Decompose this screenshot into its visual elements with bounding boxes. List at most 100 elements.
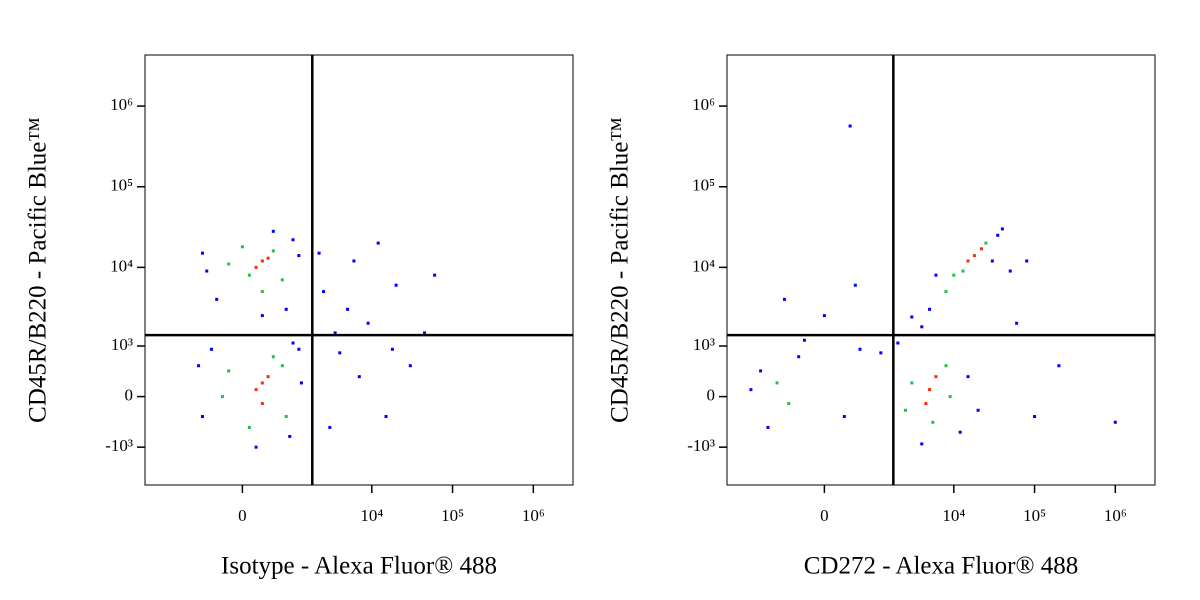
event-dot — [920, 325, 924, 329]
event-dot — [376, 241, 380, 245]
event-dot — [394, 283, 398, 287]
y-axis-title: CD45R/B220 - Pacific Blue™ — [607, 117, 634, 423]
event-dot — [284, 415, 288, 419]
event-dot — [271, 229, 275, 233]
plot: -10³ 0 10³ 10⁴ 10⁵ 10⁶ 0 10⁴ 10⁵ 10⁶ Isotype - Ale… — [25, 54, 574, 580]
event-dot — [366, 321, 370, 325]
event-dot — [1008, 269, 1012, 273]
event-dot — [920, 442, 924, 446]
x-tick-label: 10⁵ — [441, 506, 464, 525]
event-dot — [1015, 321, 1019, 325]
event-dot — [200, 415, 204, 419]
event-dot — [297, 254, 301, 258]
event-dot — [328, 425, 332, 429]
event-dot — [766, 425, 770, 429]
event-dot — [260, 402, 264, 406]
event-dot — [346, 307, 350, 311]
event-dot — [1025, 259, 1029, 263]
event-dot — [384, 415, 388, 419]
event-dot — [802, 338, 806, 342]
event-dot — [209, 347, 213, 351]
event-dot — [1057, 364, 1061, 368]
event-dot — [291, 341, 295, 345]
event-dot — [904, 408, 908, 412]
event-dot — [260, 290, 264, 294]
x-tick-label: 10⁴ — [942, 506, 965, 525]
event-dot — [848, 124, 852, 128]
event-dot — [928, 307, 932, 311]
x-tick-label: 0 — [238, 506, 247, 525]
event-dot — [928, 388, 932, 392]
event-dot — [952, 273, 956, 277]
y-tick-label: 10⁶ — [692, 95, 715, 114]
x-tick-label: 10⁶ — [522, 506, 545, 525]
event-dot — [944, 290, 948, 294]
y-axis-title: CD45R/B220 - Pacific Blue™ — [25, 117, 52, 423]
y-tick-label: 10³ — [111, 335, 133, 354]
event-dot — [948, 395, 952, 399]
event-dot — [317, 251, 321, 255]
y-tick-label: 10⁵ — [692, 176, 715, 195]
event-dot — [842, 415, 846, 419]
event-dot — [910, 315, 914, 319]
event-dot — [984, 241, 988, 245]
y-tick-label: 0 — [707, 385, 716, 404]
event-dot — [322, 290, 326, 294]
event-dot — [944, 364, 948, 368]
event-dot — [858, 347, 862, 351]
event-dot — [408, 364, 412, 368]
event-dot — [1033, 415, 1037, 419]
event-dot — [759, 369, 763, 373]
event-dot — [896, 341, 900, 345]
event-dot — [197, 364, 201, 368]
x-tick-label: 10⁴ — [360, 506, 383, 525]
event-dot — [254, 445, 258, 449]
event-dot — [254, 388, 258, 392]
y-tick-label: 10⁴ — [110, 256, 133, 275]
x-tick-label: 10⁶ — [1104, 506, 1127, 525]
event-dot — [775, 381, 779, 385]
event-dot — [1113, 420, 1117, 424]
event-dot — [787, 402, 791, 406]
event-dot — [931, 420, 935, 424]
y-tick-label: 10³ — [693, 335, 715, 354]
event-dot — [271, 249, 275, 253]
plot-frame — [726, 54, 1156, 486]
event-dot — [247, 425, 251, 429]
event-dot — [280, 278, 284, 282]
y-tick-label: -10³ — [687, 436, 715, 455]
plot-frame — [144, 54, 574, 486]
event-dot — [979, 247, 983, 251]
event-dot — [352, 259, 356, 263]
x-tick-label: 0 — [820, 506, 829, 525]
event-dot — [297, 347, 301, 351]
event-dot — [284, 307, 288, 311]
y-tick-label: 10⁵ — [110, 176, 133, 195]
event-dot — [1000, 227, 1004, 231]
event-dot — [934, 375, 938, 379]
event-dot — [390, 347, 394, 351]
event-dot — [822, 314, 826, 318]
event-dot — [215, 297, 219, 301]
event-dot — [205, 269, 209, 273]
event-dot — [966, 259, 970, 263]
event-dot — [247, 273, 251, 277]
event-dot — [879, 351, 883, 355]
event-dot — [291, 238, 295, 242]
event-dot — [333, 331, 337, 335]
event-dot — [797, 355, 801, 359]
event-dot — [853, 283, 857, 287]
plot: -10³ 0 10³ 10⁴ 10⁵ 10⁶ 0 10⁴ 10⁵ 10⁶ CD272 - Alexa… — [607, 54, 1156, 580]
event-dot — [260, 259, 264, 263]
event-dot — [966, 375, 970, 379]
x-axis-title: CD272 - Alexa Fluor® 488 — [804, 553, 1079, 580]
event-dot — [266, 256, 270, 260]
event-dot — [910, 381, 914, 385]
event-dot — [961, 269, 965, 273]
event-dot — [924, 402, 928, 406]
event-dot — [299, 381, 303, 385]
y-tick-label: 10⁴ — [692, 256, 715, 275]
event-dot — [254, 265, 258, 269]
